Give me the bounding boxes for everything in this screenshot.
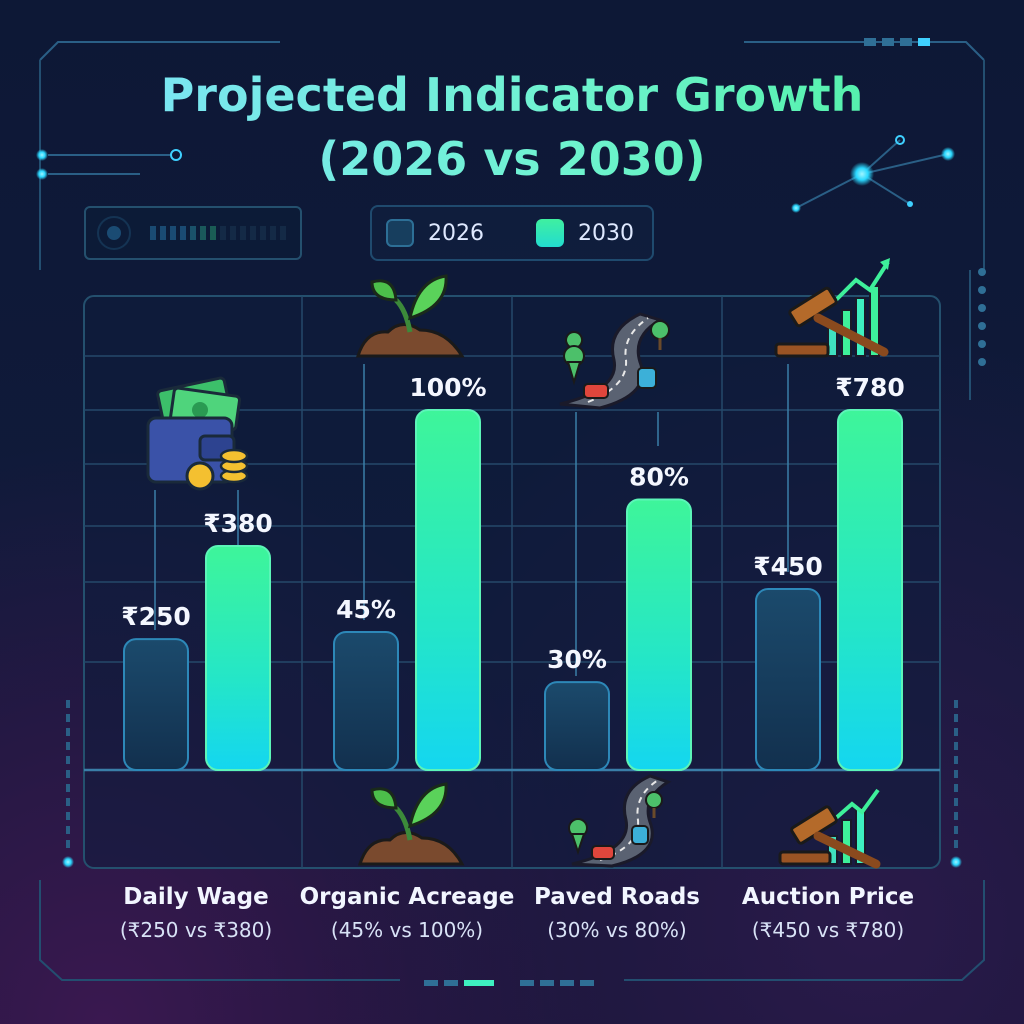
value-label-2030-paved-roads: 80%	[629, 463, 689, 492]
legend-item-2026: 2026	[386, 219, 484, 247]
category-label-paved-roads: Paved Roads	[533, 884, 700, 910]
legend-swatch-2026	[386, 219, 414, 247]
legend-label-2030: 2030	[578, 220, 634, 246]
bar-2030-daily-wage	[205, 545, 271, 771]
category-subtitle-organic-acreage: (45% vs 100%)	[330, 918, 484, 942]
bar-2030-auction-price	[837, 409, 903, 771]
gavel-chart-icon	[774, 258, 890, 358]
bar-2026-auction-price	[755, 588, 821, 771]
chart-title-line1: Projected Indicator Growth	[0, 66, 1024, 124]
legend-item-2030: 2030	[536, 219, 634, 247]
category-label-daily-wage: Daily Wage	[123, 884, 269, 910]
road-icon	[568, 774, 672, 868]
bar-2030-paved-roads	[626, 498, 692, 771]
bar-2030-organic-acreage	[415, 409, 481, 771]
chart-legend: 2026 2030	[370, 205, 654, 261]
category-subtitle-auction-price: (₹450 vs ₹780)	[751, 918, 905, 942]
bars-layer: ₹250 45% 30% ₹450 ₹380 100% 80% ₹780	[121, 373, 905, 772]
value-label-2030-auction-price: ₹780	[835, 373, 905, 402]
category-label-organic-acreage: Organic Acreage	[299, 884, 515, 910]
chart-title-line2: (2026 vs 2030)	[0, 130, 1024, 188]
legend-swatch-2030	[536, 219, 564, 247]
legend-label-2026: 2026	[428, 220, 484, 246]
value-label-2030-daily-wage: ₹380	[203, 509, 273, 538]
sprout-icon	[357, 782, 465, 866]
value-label-2026-paved-roads: 30%	[547, 645, 607, 674]
value-label-2030-organic-acreage: 100%	[409, 373, 486, 402]
category-label-auction-price: Auction Price	[741, 884, 915, 910]
value-label-2026-auction-price: ₹450	[753, 552, 823, 581]
status-widget	[84, 206, 302, 260]
category-subtitle-daily-wage: (₹250 vs ₹380)	[119, 918, 273, 942]
gavel-chart-icon	[778, 788, 881, 869]
road-icon	[559, 312, 670, 410]
bar-2026-organic-acreage	[333, 630, 399, 772]
bar-2026-daily-wage	[123, 638, 189, 771]
value-label-2026-organic-acreage: 45%	[336, 595, 396, 624]
bar-2026-paved-roads	[544, 681, 610, 772]
value-label-2026-daily-wage: ₹250	[121, 602, 191, 631]
wallet-money-icon	[146, 376, 249, 491]
sprout-icon	[355, 274, 465, 358]
category-subtitle-paved-roads: (30% vs 80%)	[547, 918, 687, 942]
